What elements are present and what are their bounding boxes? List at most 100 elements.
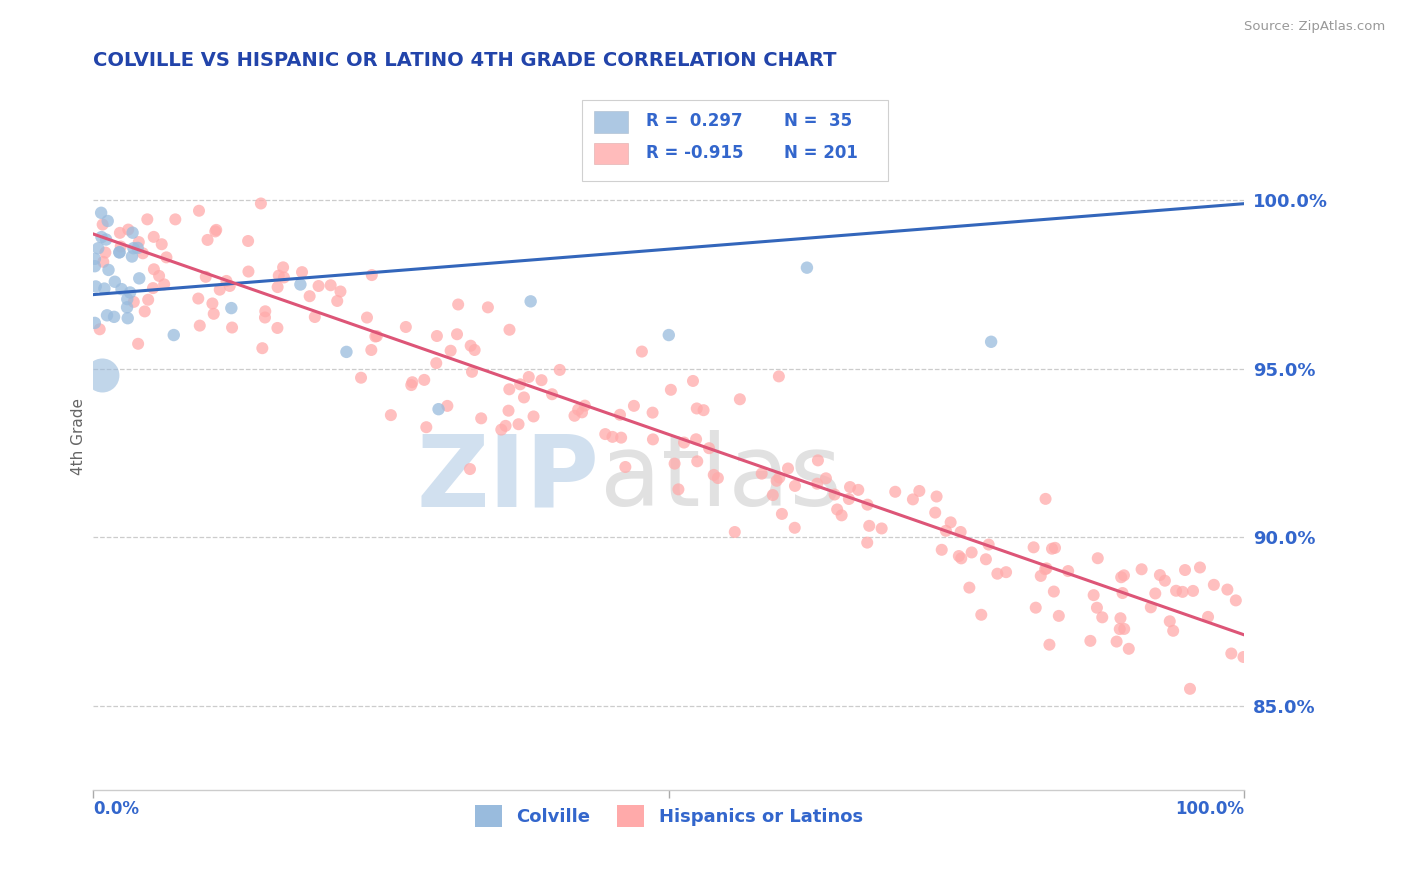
Point	[93, 282, 115, 296]
Point	[513, 391, 536, 405]
Point	[360, 343, 382, 357]
FancyBboxPatch shape	[582, 100, 887, 181]
Point	[838, 491, 860, 506]
Point	[692, 403, 714, 417]
Point	[1035, 491, 1057, 506]
Point	[165, 212, 187, 227]
Point	[127, 336, 149, 351]
Point	[1144, 586, 1167, 600]
Point	[329, 285, 352, 299]
Point	[122, 294, 145, 309]
Point	[127, 241, 149, 255]
Point	[925, 490, 948, 504]
Point	[856, 498, 879, 512]
Point	[682, 374, 704, 388]
Point	[110, 239, 132, 253]
Point	[117, 311, 139, 326]
Point	[495, 418, 517, 433]
Point	[491, 423, 513, 437]
Point	[94, 245, 117, 260]
Point	[783, 521, 806, 535]
Point	[425, 356, 447, 370]
Point	[950, 551, 973, 566]
Point	[762, 488, 785, 502]
Point	[609, 408, 631, 422]
Point	[1057, 564, 1080, 578]
Point	[509, 377, 531, 392]
Point	[641, 406, 664, 420]
Point	[517, 370, 540, 384]
Point	[201, 296, 224, 310]
Point	[1154, 574, 1177, 588]
Point	[204, 224, 226, 238]
Point	[541, 387, 564, 401]
Point	[673, 435, 696, 450]
Point	[498, 323, 520, 337]
Point	[142, 281, 165, 295]
Point	[768, 470, 790, 484]
Point	[1108, 622, 1130, 636]
Point	[948, 549, 970, 563]
Point	[1202, 578, 1225, 592]
Point	[593, 427, 616, 442]
Point	[128, 235, 150, 249]
Point	[1225, 593, 1247, 607]
Point	[266, 280, 288, 294]
Point	[446, 327, 468, 342]
Point	[974, 552, 997, 566]
Y-axis label: 4th Grade: 4th Grade	[72, 398, 86, 475]
Point	[685, 432, 707, 446]
Point	[697, 441, 720, 455]
Point	[530, 373, 553, 387]
Point	[960, 545, 983, 559]
Point	[110, 282, 132, 296]
Point	[356, 310, 378, 325]
Point	[1111, 586, 1133, 600]
Point	[413, 373, 436, 387]
Point	[957, 581, 980, 595]
Text: N =  35: N = 35	[785, 112, 852, 130]
Point	[447, 297, 470, 311]
Point	[194, 269, 217, 284]
Point	[218, 279, 240, 293]
Point	[1105, 634, 1128, 648]
Point	[117, 292, 139, 306]
Point	[686, 401, 709, 416]
Point	[870, 521, 893, 535]
Point	[395, 320, 418, 334]
Point	[908, 483, 931, 498]
Point	[290, 277, 312, 292]
Point	[1178, 681, 1201, 696]
Point	[707, 471, 730, 485]
Point	[1087, 551, 1109, 566]
Point	[1109, 611, 1132, 625]
Point	[831, 508, 853, 523]
Text: Source: ZipAtlas.com: Source: ZipAtlas.com	[1244, 20, 1385, 33]
Point	[273, 270, 295, 285]
Point	[1216, 582, 1239, 597]
Point	[202, 307, 225, 321]
Point	[602, 430, 624, 444]
Point	[205, 223, 228, 237]
Point	[238, 264, 260, 278]
Point	[1149, 568, 1171, 582]
Point	[298, 289, 321, 303]
Point	[208, 283, 231, 297]
Point	[319, 278, 342, 293]
Point	[980, 334, 1002, 349]
Point	[335, 345, 357, 359]
Point	[1040, 541, 1063, 556]
Point	[108, 245, 131, 260]
Point	[142, 230, 165, 244]
Point	[623, 399, 645, 413]
Point	[440, 343, 463, 358]
Point	[751, 467, 773, 481]
Point	[1164, 583, 1187, 598]
Point	[824, 487, 846, 501]
Point	[188, 318, 211, 333]
Point	[1114, 622, 1136, 636]
Point	[120, 285, 142, 300]
Point	[1091, 610, 1114, 624]
Point	[1112, 568, 1135, 582]
Point	[461, 365, 484, 379]
